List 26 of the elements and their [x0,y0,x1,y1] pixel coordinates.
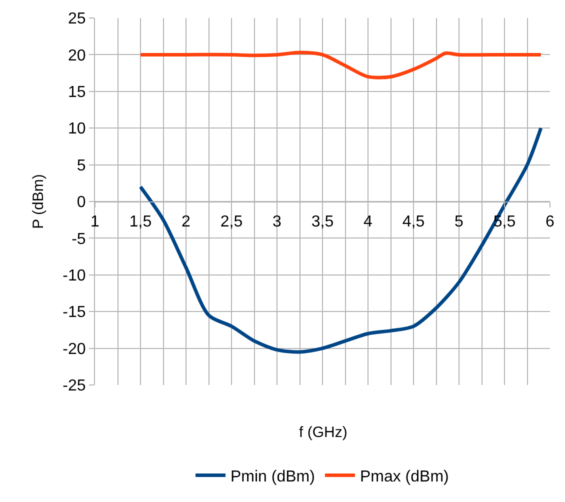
y-tick-label: 15 [68,84,86,101]
y-tick-label: -5 [72,230,86,248]
x-tick-label: 1,5 [129,214,152,231]
x-tick-label: 1 [90,214,100,231]
legend-label: Pmax (dBm) [360,468,449,486]
x-tick-label: 2,5 [220,214,243,231]
y-tick-label: -15 [62,304,86,322]
y-tick-label: -10 [62,268,86,284]
x-tick-label: 4,5 [402,214,425,231]
x-tick-label: 4 [364,214,373,231]
x-axis-title: f (GHz) [299,424,348,441]
y-tick-label: 5 [76,157,86,174]
line-series [138,50,543,80]
legend-label: Pmin (dBm) [230,468,315,486]
x-tick-label: 6 [546,214,555,231]
y-tick-label: 25 [68,10,86,28]
x-tick-label: 5 [454,214,464,231]
y-tick-label: 20 [68,47,86,64]
x-tick-label: 3 [272,214,282,231]
y-tick-label: -20 [62,340,86,358]
y-tick-label: -25 [62,378,86,395]
x-tick-label: 2 [182,214,191,231]
y-tick-label: 0 [76,194,86,212]
y-axis-title: P (dBm) [30,174,47,229]
x-tick-label: 3,5 [311,214,334,231]
y-tick-label: 10 [68,120,86,138]
